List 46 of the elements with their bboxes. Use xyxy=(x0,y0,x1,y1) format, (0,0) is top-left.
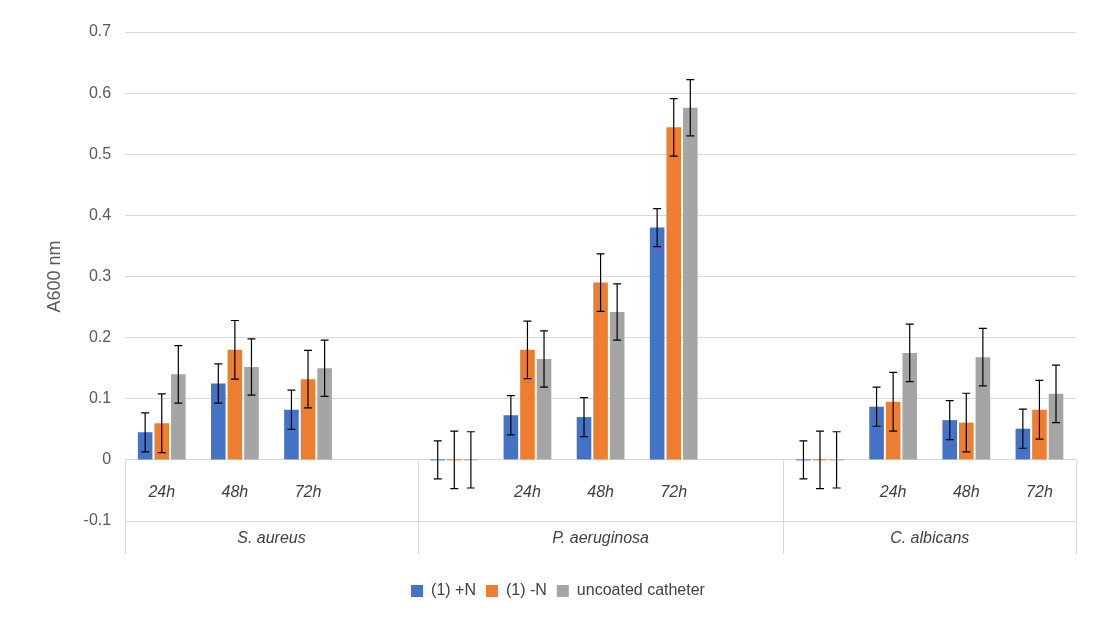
x-tick-label: 24h xyxy=(147,483,176,501)
legend-label: (1) +N xyxy=(431,581,476,599)
y-axis-title: A600 nm xyxy=(43,240,64,313)
bar xyxy=(975,357,991,460)
bar xyxy=(227,349,243,460)
x-tick-label: 72h xyxy=(294,483,322,501)
y-tick-label: 0.2 xyxy=(88,328,112,346)
y-tick-label: 0 xyxy=(102,450,112,468)
bar xyxy=(300,379,316,460)
bar xyxy=(902,352,918,460)
y-tick-label: 0.5 xyxy=(88,144,112,162)
text: C. albicans xyxy=(890,529,970,547)
bar xyxy=(683,107,698,460)
bar xyxy=(284,409,299,460)
bar xyxy=(649,227,665,460)
text: S. aureus xyxy=(237,529,306,547)
y-tick-label: 0.3 xyxy=(88,266,112,284)
bar xyxy=(536,359,552,460)
bar xyxy=(666,127,682,460)
x-tick-label: 48h xyxy=(952,483,980,501)
legend-label: (1) -N xyxy=(505,581,547,599)
text: P. aeruginosa xyxy=(552,529,650,547)
bar xyxy=(520,349,535,460)
bar xyxy=(942,420,958,460)
legend-label: uncoated catheter xyxy=(576,581,706,599)
bar xyxy=(1032,409,1047,460)
x-tick-label: 48h xyxy=(587,483,615,501)
bar xyxy=(958,422,974,460)
y-tick-label: 0.1 xyxy=(88,389,112,407)
bar xyxy=(211,383,226,460)
bar xyxy=(154,423,170,460)
x-tick-label: 72h xyxy=(1026,483,1053,501)
y-tick-label: -0.1 xyxy=(83,511,112,529)
x-tick-label: 24h xyxy=(878,483,907,501)
bar xyxy=(869,406,884,460)
bar xyxy=(171,374,186,460)
y-tick-label: 0.6 xyxy=(88,83,112,101)
x-tick-label: 48h xyxy=(221,483,249,501)
bar xyxy=(593,282,608,460)
x-tick-label: 24h xyxy=(513,483,541,501)
y-tick-label: 0.7 xyxy=(88,22,112,40)
x-tick-label: 72h xyxy=(660,483,688,501)
bar xyxy=(609,311,625,460)
bar xyxy=(244,366,259,460)
bar xyxy=(317,368,332,460)
y-tick-label: 0.4 xyxy=(88,205,112,223)
